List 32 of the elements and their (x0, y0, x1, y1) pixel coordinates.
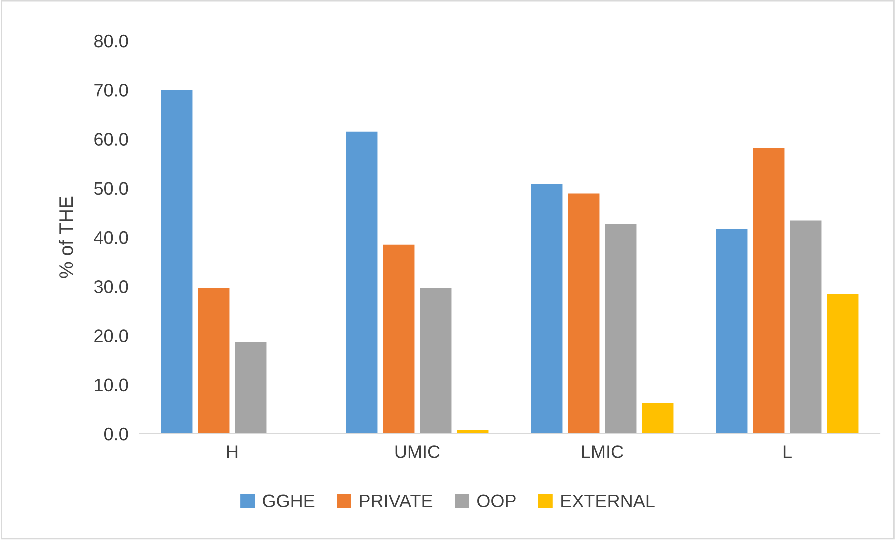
x-tick-label: L (784, 446, 792, 458)
legend-label: EXTERNAL (562, 494, 655, 508)
y-tick-label: 10.0 (95, 378, 128, 392)
x-tick-label: LMIC (582, 446, 624, 458)
y-tick-label: 30.0 (94, 280, 128, 294)
bar (346, 132, 378, 434)
bar (753, 148, 785, 434)
y-tick-label: 0.0 (104, 428, 128, 441)
bar (605, 224, 637, 434)
bar (531, 184, 563, 434)
legend-label: GGHE (263, 494, 315, 508)
bar (568, 194, 600, 434)
bar (716, 229, 748, 434)
y-tick-label: 40.0 (94, 231, 128, 244)
bar (642, 403, 674, 434)
y-tick-label: 70.0 (94, 84, 128, 97)
bar (198, 288, 230, 434)
y-tick-label: 80.0 (94, 34, 128, 48)
legend-label: PRIVATE (360, 494, 433, 508)
bar (420, 288, 452, 434)
y-tick-label: 50.0 (94, 182, 128, 196)
x-tick-label: UMIC (396, 446, 440, 458)
bar (161, 90, 193, 434)
y-tick-label: 60.0 (94, 133, 128, 146)
bar (790, 220, 822, 434)
bar (827, 294, 859, 434)
legend-label: OOP (478, 494, 516, 508)
y-axis-title: % of THE (58, 196, 74, 278)
bar (235, 342, 267, 434)
bar (383, 244, 415, 434)
x-tick-label: H (227, 446, 238, 458)
y-tick-label: 20.0 (94, 330, 128, 342)
